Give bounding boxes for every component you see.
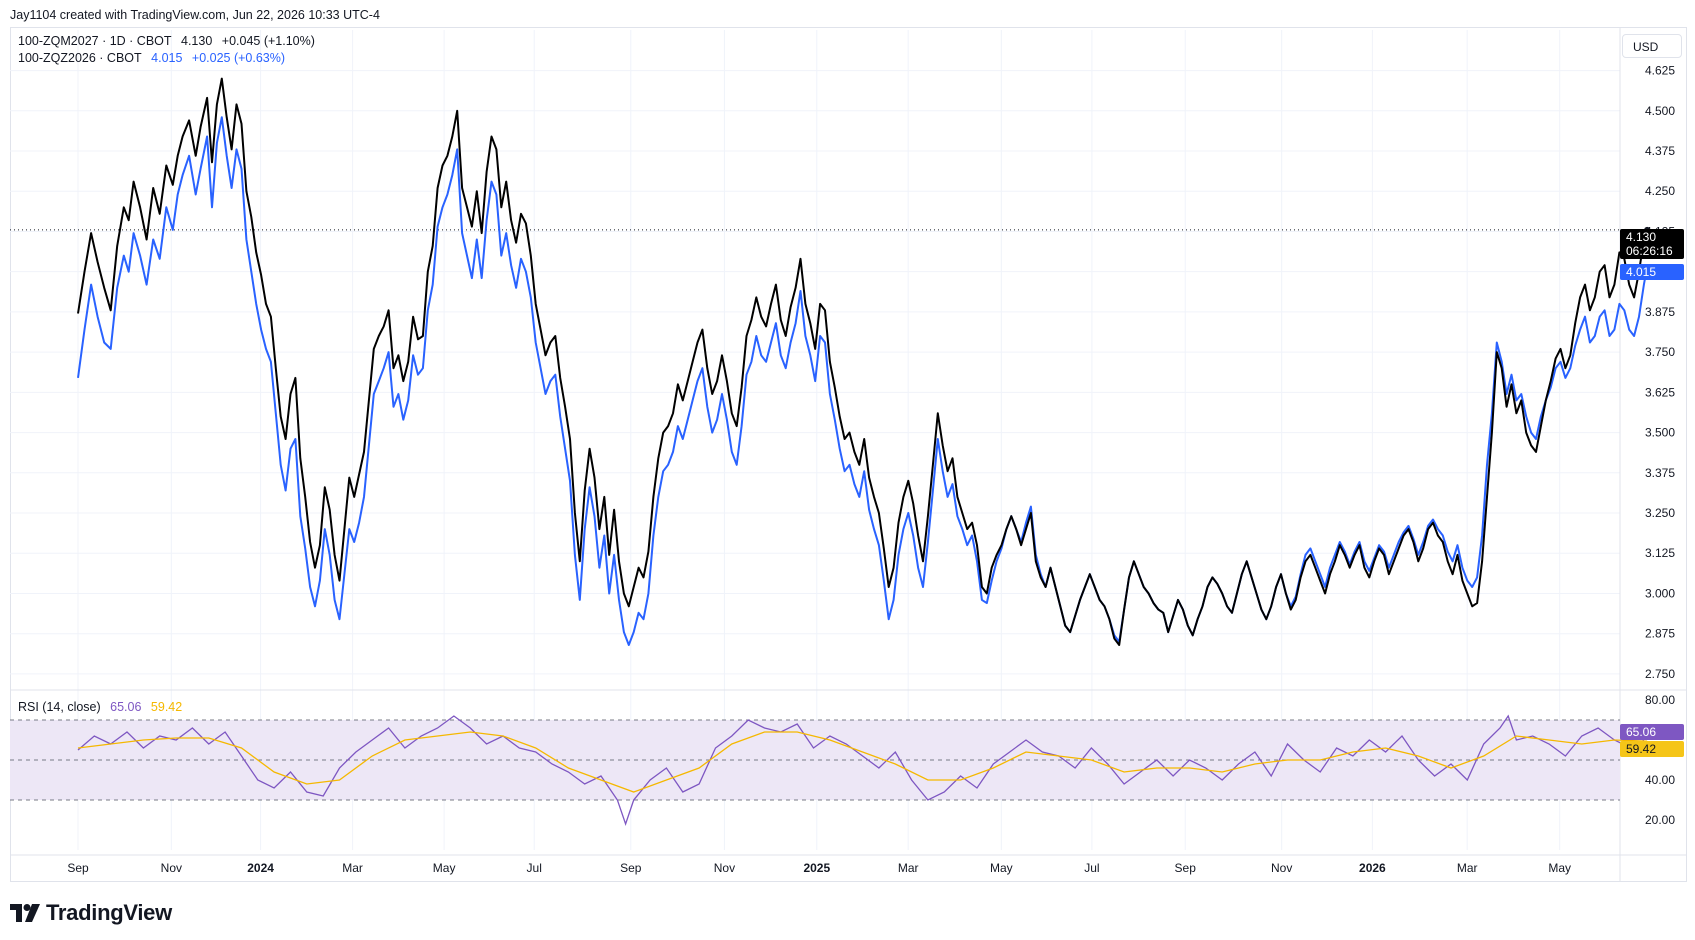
time-axis-tick-label: Jul xyxy=(1084,861,1099,875)
legend-series1: 100-ZQM2027 · 1D · CBOT 4.130 +0.045 (+1… xyxy=(18,34,321,48)
rsi-ma-line xyxy=(77,731,1648,793)
time-axis-tick-label: Mar xyxy=(1457,861,1478,875)
time-axis-tick-label: Jul xyxy=(527,861,542,875)
price-axis-tick-label: 4.375 xyxy=(1645,144,1675,158)
rsi-line xyxy=(77,714,1648,827)
legend-series2-symbol: 100-ZQZ2026 · CBOT xyxy=(18,51,142,65)
time-axis-tick-label: Nov xyxy=(161,861,182,875)
time-axis-tick-label: Sep xyxy=(620,861,642,875)
price-axis-tick-label: 3.500 xyxy=(1645,426,1675,440)
time-axis-tick-label: Nov xyxy=(714,861,735,875)
time-axis-tick-label: Mar xyxy=(342,861,363,875)
author-caption: Jay1104 created with TradingView.com, Ju… xyxy=(10,8,380,22)
time-axis-tick-label: May xyxy=(1548,861,1571,875)
price-axis-tick-label: 3.125 xyxy=(1645,546,1675,560)
legend-series2-change: +0.025 (+0.63%) xyxy=(191,51,286,65)
series-zqm2027-line xyxy=(77,77,1649,646)
legend-rsi-label: RSI (14, close) xyxy=(18,700,101,714)
rsi-band-fill xyxy=(10,720,1620,800)
price-axis-tick-label: 3.625 xyxy=(1645,385,1675,399)
tradingview-logo-text: TradingView xyxy=(46,900,172,925)
countdown-label: 06:26:16 xyxy=(1626,244,1673,258)
tradingview-logo-icon xyxy=(10,904,40,922)
price-axis-tick-label: 3.875 xyxy=(1645,305,1675,319)
chart-frame xyxy=(10,27,1687,882)
time-axis-tick-label: 2025 xyxy=(803,861,830,875)
series2-price-tag: 4.015 xyxy=(1620,264,1684,280)
time-axis-tick-label: 2024 xyxy=(247,861,274,875)
time-axis-tick-label: 2026 xyxy=(1359,861,1386,875)
rsi-ma-label: 59.42 xyxy=(1626,742,1657,756)
series2-price-label: 4.015 xyxy=(1626,265,1657,279)
price-axis-tick-label: 2.750 xyxy=(1645,667,1675,681)
legend-series2: 100-ZQZ2026 · CBOT 4.015 +0.025 (+0.63%) xyxy=(18,51,291,65)
time-axis-tick-label: Nov xyxy=(1271,861,1292,875)
series1-price-label: 4.130 xyxy=(1626,230,1657,244)
legend-series1-change: +0.045 (+1.10%) xyxy=(221,34,315,48)
time-axis-tick-label: May xyxy=(433,861,456,875)
legend-rsi-value: 65.06 xyxy=(110,700,142,714)
price-axis-tick-label: 4.250 xyxy=(1645,184,1675,198)
series1-price-tag: 4.130 06:26:16 xyxy=(1620,229,1684,259)
rsi-price-tag: 65.06 xyxy=(1620,724,1684,740)
price-axis-tick-label: 3.375 xyxy=(1645,466,1675,480)
rsi-axis-tick-label: 40.00 xyxy=(1645,773,1675,787)
time-axis-tick-label: May xyxy=(990,861,1013,875)
price-axis-tick-label: 3.750 xyxy=(1645,345,1675,359)
series-zqz2026-line xyxy=(77,116,1649,646)
rsi-value-label: 65.06 xyxy=(1626,725,1657,739)
time-axis-tick-label: Sep xyxy=(67,861,89,875)
rsi-axis-tick-label: 20.00 xyxy=(1645,813,1675,827)
price-axis-tick-label: 2.875 xyxy=(1645,627,1675,641)
legend-series2-last: 4.015 xyxy=(151,51,183,65)
time-axis-tick-label: Mar xyxy=(898,861,919,875)
legend-series1-last: 4.130 xyxy=(181,34,213,48)
price-axis-tick-label: 4.625 xyxy=(1645,64,1675,78)
tradingview-logo[interactable]: TradingView xyxy=(10,900,172,926)
legend-rsi-ma: 59.42 xyxy=(150,700,183,714)
rsi-ma-price-tag: 59.42 xyxy=(1620,741,1684,757)
legend-series1-symbol: 100-ZQM2027 · 1D · CBOT xyxy=(18,34,172,48)
time-axis-tick-label: Sep xyxy=(1175,861,1197,875)
rsi-axis-tick-label: 80.00 xyxy=(1645,693,1675,707)
price-axis-tick-label: 3.000 xyxy=(1645,586,1675,600)
currency-button[interactable]: USD xyxy=(1622,34,1682,58)
price-axis-tick-label: 3.250 xyxy=(1645,506,1675,520)
legend-rsi: RSI (14, close) 65.06 59.42 xyxy=(18,700,188,714)
price-axis-tick-label: 4.500 xyxy=(1645,104,1675,118)
